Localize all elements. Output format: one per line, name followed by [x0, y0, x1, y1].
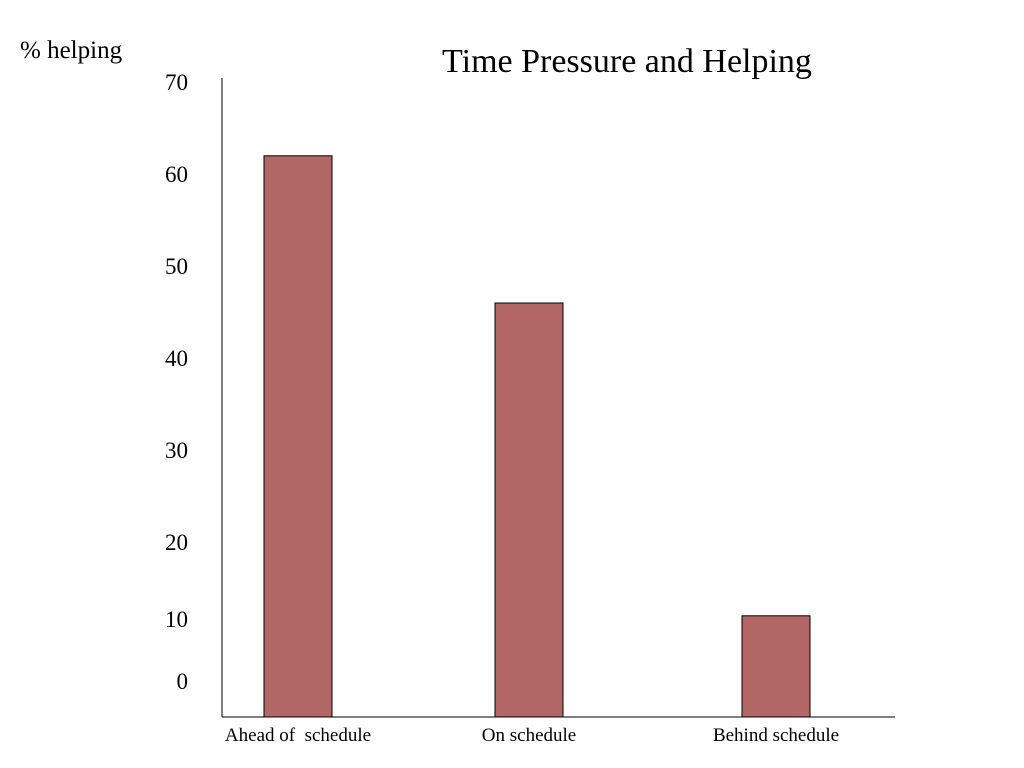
y-tick-label: 0 — [177, 669, 189, 694]
y-tick-label: 70 — [165, 70, 188, 95]
y-tick-label: 50 — [165, 254, 188, 279]
y-axis-label: % helping — [20, 37, 123, 64]
y-tick-label: 60 — [165, 162, 188, 187]
x-category-labels: Ahead of schedule On schedule Behind sched… — [225, 725, 839, 746]
chart-title: Time Pressure and Helping — [442, 43, 812, 80]
y-tick-label: 40 — [165, 346, 188, 371]
x-category-label: Behind schedule — [713, 725, 839, 746]
bar — [494, 302, 564, 718]
bar — [741, 615, 811, 718]
y-tick-label: 30 — [165, 438, 188, 463]
y-tick-label: 20 — [165, 530, 188, 555]
x-category-label: Ahead of schedule — [225, 725, 371, 746]
y-tick-label: 10 — [165, 607, 188, 632]
y-tick-labels: 0 10 20 30 40 50 60 70 — [165, 70, 188, 694]
x-category-label: On schedule — [482, 725, 576, 746]
bars — [263, 155, 811, 718]
bar — [263, 155, 333, 718]
